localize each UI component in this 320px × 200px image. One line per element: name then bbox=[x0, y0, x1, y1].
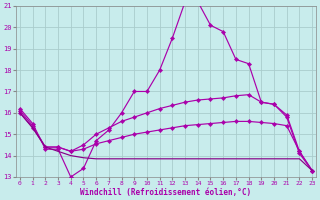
X-axis label: Windchill (Refroidissement éolien,°C): Windchill (Refroidissement éolien,°C) bbox=[80, 188, 252, 197]
